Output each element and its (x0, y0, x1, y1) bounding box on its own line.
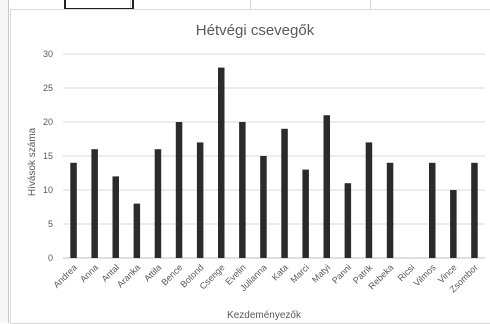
bar-marci[interactable] (302, 169, 309, 258)
gridlines (63, 53, 485, 259)
bar-csenge[interactable] (218, 67, 225, 258)
bar-chart: Hétvégi csevegők 0 5 10 15 20 25 30 Andrea Anna… (27, 22, 485, 321)
bar-attila[interactable] (154, 149, 162, 258)
bar-antal[interactable] (112, 176, 120, 258)
x-tick-label: Anna (78, 262, 100, 284)
bar-julianna[interactable] (260, 156, 267, 258)
bars (70, 67, 478, 258)
x-tick-label: Andrea (51, 262, 79, 290)
x-tick-label: Matyi (310, 262, 332, 284)
y-tick-label: 30 (43, 49, 53, 59)
bar-matyi[interactable] (323, 115, 331, 258)
bar-evelin[interactable] (239, 122, 246, 258)
chart-title: Hétvégi csevegők (196, 22, 315, 39)
x-tick-label: Aranka (115, 262, 142, 289)
y-axis-ticks: 0 5 10 15 20 25 30 (43, 49, 53, 263)
x-tick-label: Marci (288, 262, 311, 285)
y-tick-label: 10 (43, 185, 53, 195)
bar-aranka[interactable] (133, 203, 141, 258)
bar-anna[interactable] (91, 149, 98, 258)
bar-vilmos[interactable] (429, 162, 436, 258)
y-tick-label: 5 (48, 219, 53, 229)
column-gridline (250, 0, 251, 9)
bar-panni[interactable] (344, 183, 352, 258)
bar-patrik[interactable] (365, 142, 373, 258)
x-tick-label: Panni (330, 262, 353, 285)
bar-bence[interactable] (175, 122, 183, 258)
bar-botond[interactable] (196, 142, 204, 258)
bar-rebeka[interactable] (386, 162, 394, 258)
bar-andrea[interactable] (70, 162, 77, 258)
bar-kata[interactable] (281, 128, 288, 258)
y-tick-label: 15 (43, 151, 53, 161)
chart-area[interactable]: Hétvégi csevegők 0 5 10 15 20 25 30 Andrea Anna… (10, 9, 490, 324)
y-tick-label: 0 (48, 253, 53, 263)
y-tick-label: 20 (43, 117, 53, 127)
bar-vince[interactable] (450, 190, 457, 258)
row-header-strip (0, 0, 9, 323)
y-tick-label: 25 (43, 83, 53, 93)
y-axis-title: Hívások száma (27, 127, 38, 196)
column-gridline (370, 0, 371, 9)
x-tick-label: Kata (270, 262, 290, 282)
column-gridline (130, 0, 131, 9)
bar-zsombor[interactable] (471, 162, 478, 258)
x-axis-title: Kezdeményezők (227, 310, 302, 321)
x-tick-label: Vilmos (412, 262, 438, 288)
